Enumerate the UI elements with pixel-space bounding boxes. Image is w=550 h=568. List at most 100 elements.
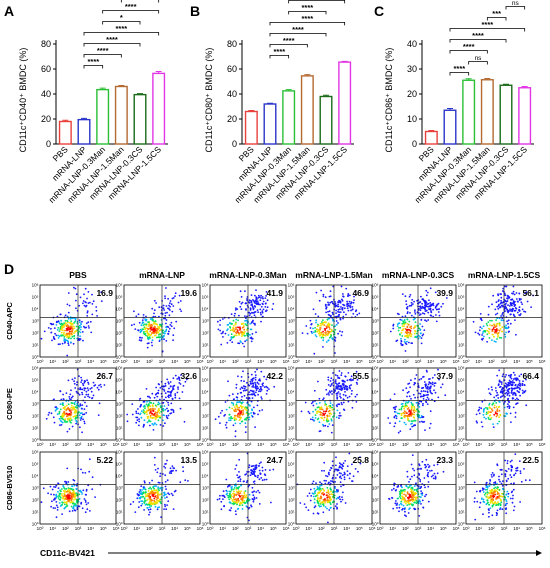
event-dot [84,499,87,502]
event-dot [422,421,424,423]
event-dot [320,496,323,499]
event-dot [88,327,90,329]
event-dot [487,305,490,308]
column-header: mRNA-LNP-0.3CS [382,270,455,280]
event-dot [64,329,66,332]
event-dot [421,460,424,463]
event-dot [328,390,331,393]
event-dot [343,476,346,478]
event-dot [479,318,482,320]
event-dot [55,324,58,326]
event-dot [151,392,154,395]
event-dot [426,390,429,393]
event-dot [234,408,237,411]
y-tick-label: 10³ [458,319,465,324]
y-tick-label: 30 [407,64,417,74]
event-dot [315,319,318,322]
event-dot [498,405,501,408]
event-dot [235,307,237,310]
event-dot [346,305,349,307]
event-dot [265,378,268,381]
row-y-label: CD86-BV510 [5,466,14,511]
event-dot [407,487,410,489]
event-dot [50,505,52,508]
event-dot [142,321,145,324]
significance-label: **** [87,57,99,66]
event-dot [151,479,154,482]
event-dot [71,407,74,410]
event-dot [327,392,330,394]
event-dot [73,415,76,417]
event-dot [72,490,75,493]
event-dot [391,489,393,491]
event-dot [324,482,327,485]
event-dot [234,322,237,325]
event-dot [156,323,159,326]
event-dot [338,465,341,467]
event-dot [340,485,342,488]
event-dot [415,410,417,412]
event-dot [408,410,410,413]
event-dot [230,338,233,340]
event-dot [154,404,157,407]
x-tick-label: 10⁵ [184,526,191,531]
event-dot [241,494,243,497]
event-dot [425,458,428,461]
event-dot [508,379,511,382]
event-dot [511,383,514,386]
event-dot [425,400,427,403]
event-dot [392,323,395,326]
event-dot [179,308,182,311]
x-tick-label: 10⁶ [283,526,290,531]
event-dot [67,344,70,346]
event-dot [327,384,330,386]
event-dot [331,404,334,406]
event-dot [318,500,321,503]
event-dot [246,324,248,327]
event-dot [253,472,256,475]
event-dot [321,333,324,336]
event-dot [233,315,236,317]
event-dot [414,424,417,427]
event-dot [169,302,171,305]
x-tick-label: 10⁶ [113,359,120,364]
event-dot [138,418,141,420]
event-dot [397,431,400,434]
event-dot [496,412,498,415]
x-tick-label: 10⁶ [197,442,204,447]
event-dot [256,309,259,311]
event-dot [326,393,328,396]
event-dot [406,405,409,408]
event-dot [327,425,329,428]
event-dot [238,406,241,409]
event-dot [501,301,504,304]
event-dot [260,388,263,391]
event-dot [241,504,244,506]
event-dot [68,304,71,307]
event-dot [326,318,329,321]
event-dot [349,472,351,475]
event-dot [425,294,428,297]
event-dot [59,499,62,501]
event-dot [251,385,254,388]
event-dot [257,302,260,304]
event-dot [240,401,243,404]
event-dot [271,308,274,311]
event-dot [170,325,173,328]
event-dot [340,306,342,308]
event-dot [328,493,331,496]
event-dot [330,377,333,380]
event-dot [414,309,416,312]
event-dot [61,323,64,326]
event-dot [505,331,507,334]
event-dot [329,385,332,387]
event-dot [264,474,267,477]
event-dot [514,411,517,414]
event-dot [142,486,145,488]
event-dot [403,498,405,501]
event-dot [419,479,422,481]
event-dot [320,484,323,487]
event-dot [422,376,424,378]
x-tick-label: 10⁶ [539,359,546,364]
